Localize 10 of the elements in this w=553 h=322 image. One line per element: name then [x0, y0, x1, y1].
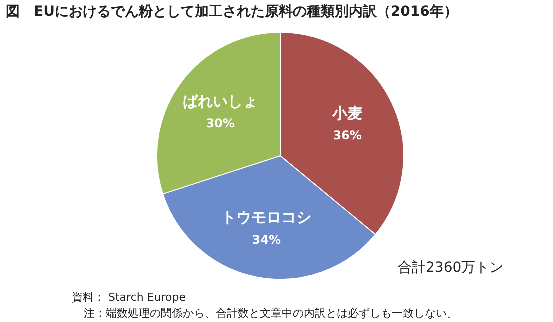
text: 注：端数処理の関係から、合計数と文章中の内訳とは必ずしも一致しない。 [84, 306, 458, 321]
text: 合計2360万トン [398, 259, 504, 277]
text: 資料： Starch Europe [72, 290, 186, 305]
data-label: 36% [333, 128, 362, 143]
data-label: 30% [206, 116, 235, 131]
slice-label: 小麦 [332, 104, 363, 122]
slice-label: トウモロコシ [222, 208, 312, 227]
slice-label: ばれいしょ [183, 92, 258, 110]
data-label: 34% [252, 232, 281, 247]
chart-title: 図 EUにおけるでん粉として加工された原料の種類別内訳（2016年） [6, 3, 458, 21]
